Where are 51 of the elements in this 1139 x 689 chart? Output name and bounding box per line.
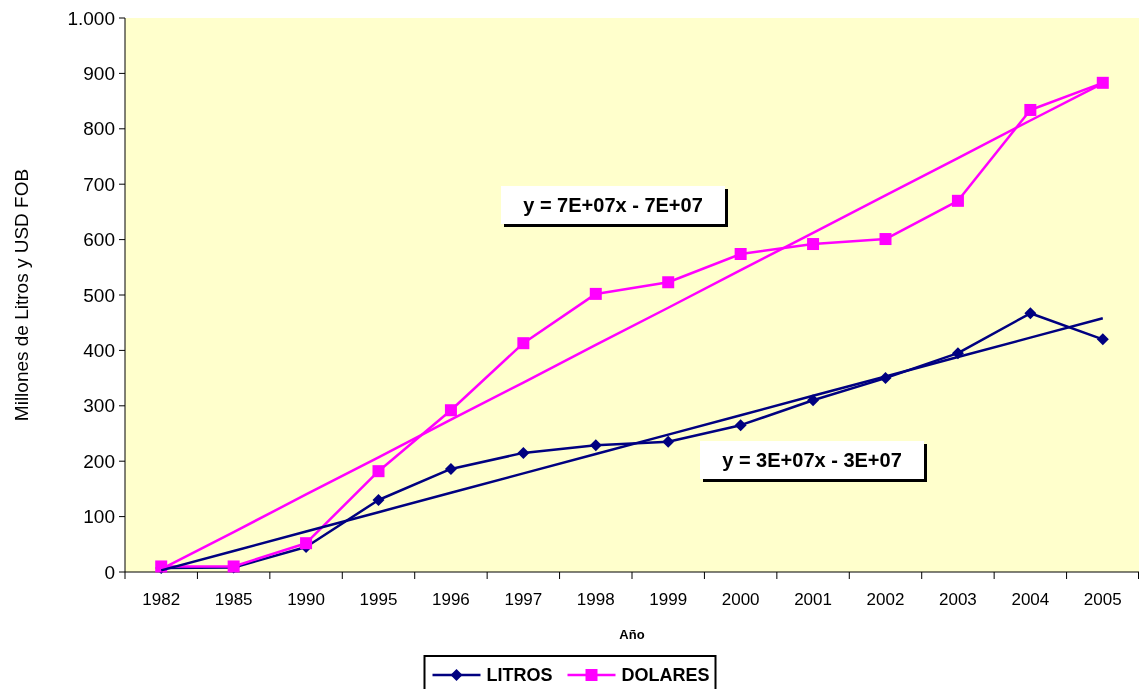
x-tick-label: 2004 bbox=[1011, 590, 1050, 609]
y-tick-label: 700 bbox=[83, 173, 115, 195]
x-tick-label: 1996 bbox=[432, 590, 470, 609]
point bbox=[734, 248, 747, 260]
point bbox=[372, 465, 385, 478]
annotation: y = 3E+07x - 3E+07 bbox=[722, 449, 902, 471]
point bbox=[1096, 76, 1109, 89]
point bbox=[444, 462, 457, 475]
point bbox=[662, 276, 675, 289]
y-tick-label: 1.000 bbox=[67, 7, 115, 29]
y-tick-label: 900 bbox=[83, 63, 115, 85]
legend-label: DOLARES bbox=[621, 665, 710, 686]
point bbox=[951, 194, 964, 207]
y-tick-label: 200 bbox=[83, 450, 115, 472]
y-tick-label: 600 bbox=[83, 229, 115, 251]
x-tick-label: 1997 bbox=[504, 590, 543, 609]
x-axis-title: Año bbox=[619, 627, 645, 642]
point bbox=[734, 419, 747, 432]
y-tick-label: 400 bbox=[83, 340, 115, 362]
x-tick-label: 2005 bbox=[1083, 590, 1122, 609]
y-tick-label: 300 bbox=[83, 395, 115, 417]
y-tick-label: 500 bbox=[83, 284, 115, 306]
point bbox=[372, 493, 385, 506]
point bbox=[517, 337, 530, 350]
point bbox=[807, 238, 820, 251]
y-axis-title: Millones de Litros y USD FOB bbox=[11, 168, 32, 422]
x-tick-label: 1982 bbox=[142, 590, 181, 609]
point bbox=[517, 446, 530, 459]
x-tick-label: 2000 bbox=[721, 590, 760, 609]
y-tick-label: 800 bbox=[83, 118, 115, 140]
x-tick-label: 1985 bbox=[214, 590, 253, 609]
point bbox=[1096, 333, 1109, 346]
legend-label: LITROS bbox=[486, 665, 553, 686]
point bbox=[300, 537, 313, 550]
point bbox=[879, 233, 892, 246]
x-tick-label: 2001 bbox=[794, 590, 832, 609]
x-tick-label: 1999 bbox=[649, 590, 688, 609]
point bbox=[589, 439, 602, 452]
y-tick-label: 0 bbox=[104, 561, 115, 583]
y-tick-label: 100 bbox=[83, 506, 115, 528]
point bbox=[589, 287, 602, 300]
x-tick-label: 1995 bbox=[359, 590, 398, 609]
point bbox=[1024, 307, 1037, 320]
annotation: y = 7E+07x - 7E+07 bbox=[523, 194, 703, 216]
point bbox=[444, 404, 457, 417]
x-tick-label: 2003 bbox=[939, 590, 977, 609]
x-tick-label: 1998 bbox=[576, 590, 615, 609]
x-tick-label: 2002 bbox=[866, 590, 905, 609]
point bbox=[662, 435, 675, 448]
point bbox=[1024, 103, 1037, 116]
x-tick-label: 1990 bbox=[287, 590, 325, 609]
